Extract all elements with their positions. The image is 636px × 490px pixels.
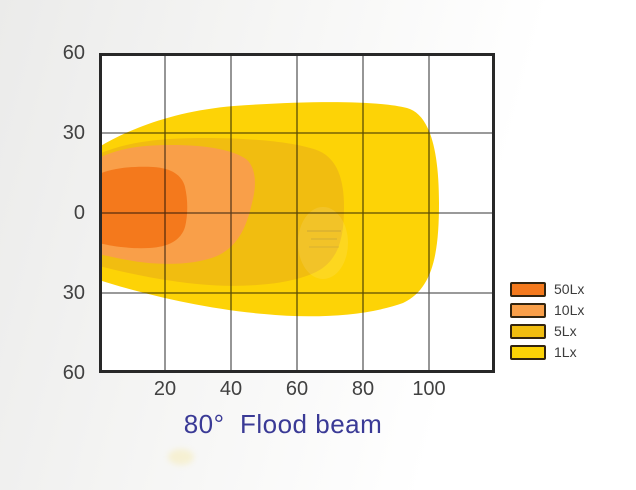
legend-label-1lx: 1Lx <box>554 344 577 360</box>
isolux-region-50lx <box>99 166 188 249</box>
chart-title: 80° Flood beam <box>183 409 383 439</box>
legend-label-5lx: 5Lx <box>554 323 577 339</box>
x-tick-60: 60 <box>285 378 309 400</box>
legend-label-10lx: 10Lx <box>554 302 585 318</box>
x-tick-20: 20 <box>153 378 177 400</box>
legend-label-50lx: 50Lx <box>554 281 585 297</box>
legend: 50Lx 10Lx 5Lx 1Lx <box>510 281 584 360</box>
legend-row-10lx: 10Lx <box>510 302 584 318</box>
x-tick-80: 80 <box>351 378 375 400</box>
grid-lines <box>99 53 495 373</box>
legend-row-5lx: 5Lx <box>510 323 584 339</box>
y-axis-labels: 60 30 0 30 60 <box>0 0 92 490</box>
legend-row-50lx: 50Lx <box>510 281 584 297</box>
y-tick-60-bottom: 60 <box>62 362 85 384</box>
x-tick-100: 100 <box>412 378 446 400</box>
legend-row-1lx: 1Lx <box>510 344 584 360</box>
x-tick-40: 40 <box>219 378 243 400</box>
watermark-smudge <box>298 207 348 279</box>
y-tick-30-top: 30 <box>62 122 85 144</box>
legend-swatch-5lx <box>510 323 546 339</box>
beam-pattern-plot <box>99 53 495 373</box>
legend-swatch-50lx <box>510 281 546 297</box>
beam-plot-svg <box>99 53 495 373</box>
legend-swatch-10lx <box>510 302 546 318</box>
legend-swatch-1lx <box>510 344 546 360</box>
y-tick-30-bottom: 30 <box>62 282 85 304</box>
y-tick-60-top: 60 <box>62 42 85 64</box>
plot-border <box>99 53 495 373</box>
y-tick-0: 0 <box>73 202 85 224</box>
watermark-smudge-bottom <box>168 449 194 465</box>
